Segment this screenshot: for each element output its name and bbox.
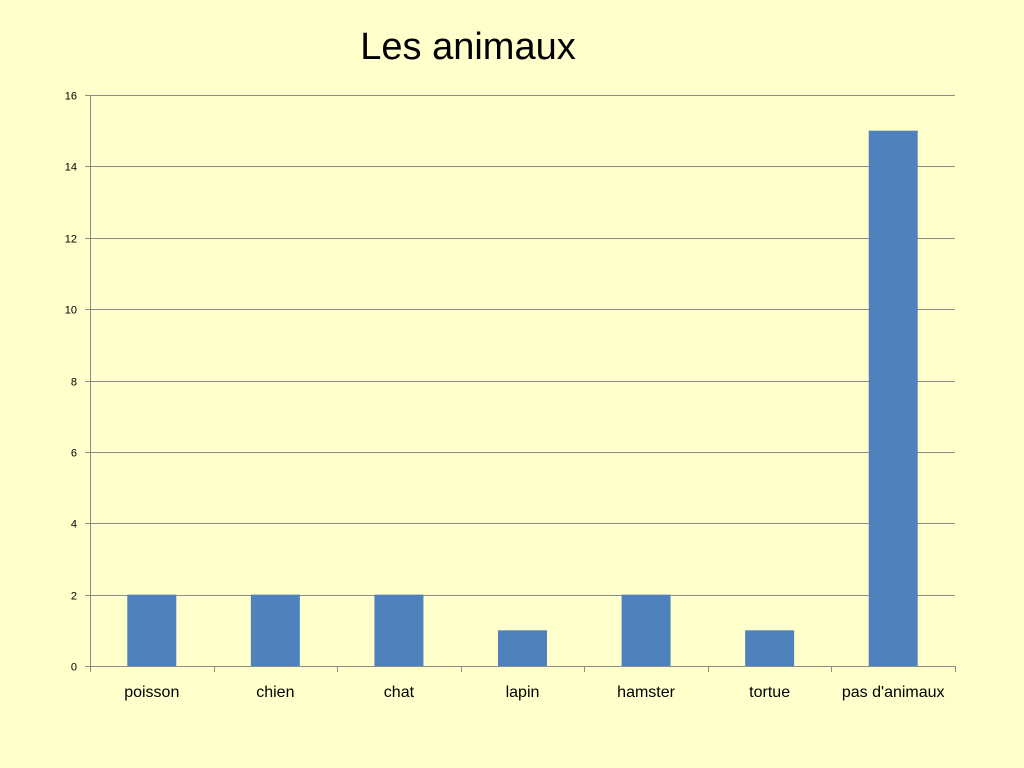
x-category-label: chien bbox=[256, 684, 294, 701]
bar-tortue bbox=[745, 630, 795, 666]
bar-lapin bbox=[498, 630, 547, 666]
bar-chat bbox=[374, 594, 424, 666]
y-tick-label: 10 bbox=[65, 305, 77, 317]
axes bbox=[85, 95, 956, 672]
bar-hamster bbox=[621, 594, 671, 666]
chart-title: Les animaux bbox=[360, 26, 576, 68]
y-tick-label: 16 bbox=[65, 91, 77, 103]
bar-poisson bbox=[127, 594, 177, 666]
y-tick-label: 14 bbox=[65, 162, 77, 174]
y-tick-label: 2 bbox=[71, 591, 77, 603]
x-category-label: poisson bbox=[124, 684, 179, 701]
x-category-label: pas d'animaux bbox=[842, 684, 945, 701]
bars bbox=[127, 130, 918, 666]
gridlines bbox=[90, 95, 955, 596]
x-category-label: chat bbox=[384, 684, 415, 701]
x-category-label: tortue bbox=[749, 684, 790, 701]
labels: 0 2 4 6 8 10 12 14 16 poisson chien chat lapin hamste… bbox=[65, 91, 945, 702]
y-tick-label: 8 bbox=[71, 377, 77, 389]
x-category-label: hamster bbox=[617, 684, 675, 701]
bar-pas-d-animaux bbox=[868, 130, 918, 666]
y-tick-label: 12 bbox=[65, 234, 77, 246]
y-tick-label: 4 bbox=[71, 519, 77, 531]
x-category-label: lapin bbox=[506, 684, 540, 701]
bar-chien bbox=[250, 594, 300, 666]
y-tick-label: 0 bbox=[71, 662, 77, 674]
y-tick-label: 6 bbox=[71, 448, 77, 460]
